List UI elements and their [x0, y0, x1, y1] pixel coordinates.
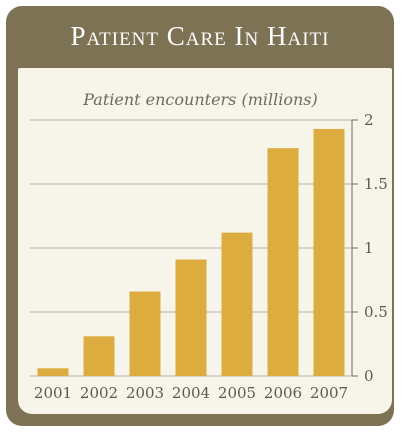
bar-2002	[83, 336, 115, 376]
x-tick-label: 2004	[172, 384, 210, 402]
bar-2003	[129, 291, 161, 376]
bar-2005	[221, 232, 253, 376]
x-tick-label: 2006	[264, 384, 302, 402]
x-tick-label: 2007	[310, 384, 348, 402]
x-tick-label: 2002	[80, 384, 118, 402]
bar-2001	[37, 368, 69, 376]
bar-2004	[175, 259, 207, 376]
y-tick-label: 1.5	[364, 175, 388, 193]
x-tick-label: 2005	[218, 384, 256, 402]
x-tick-label: 2003	[126, 384, 164, 402]
bar-2006	[267, 148, 299, 376]
y-axis-label: Patient encounters (millions)	[83, 90, 318, 109]
chart-header: Patient Care In Haiti	[6, 6, 394, 66]
y-tick-label: 0.5	[364, 303, 388, 321]
y-tick-label: 2	[364, 111, 374, 129]
chart-title: Patient Care In Haiti	[70, 20, 330, 51]
y-tick-label: 0	[364, 367, 374, 385]
bar-2007	[313, 128, 345, 376]
y-tick-label: 1	[364, 239, 374, 257]
x-tick-label: 2001	[34, 384, 72, 402]
